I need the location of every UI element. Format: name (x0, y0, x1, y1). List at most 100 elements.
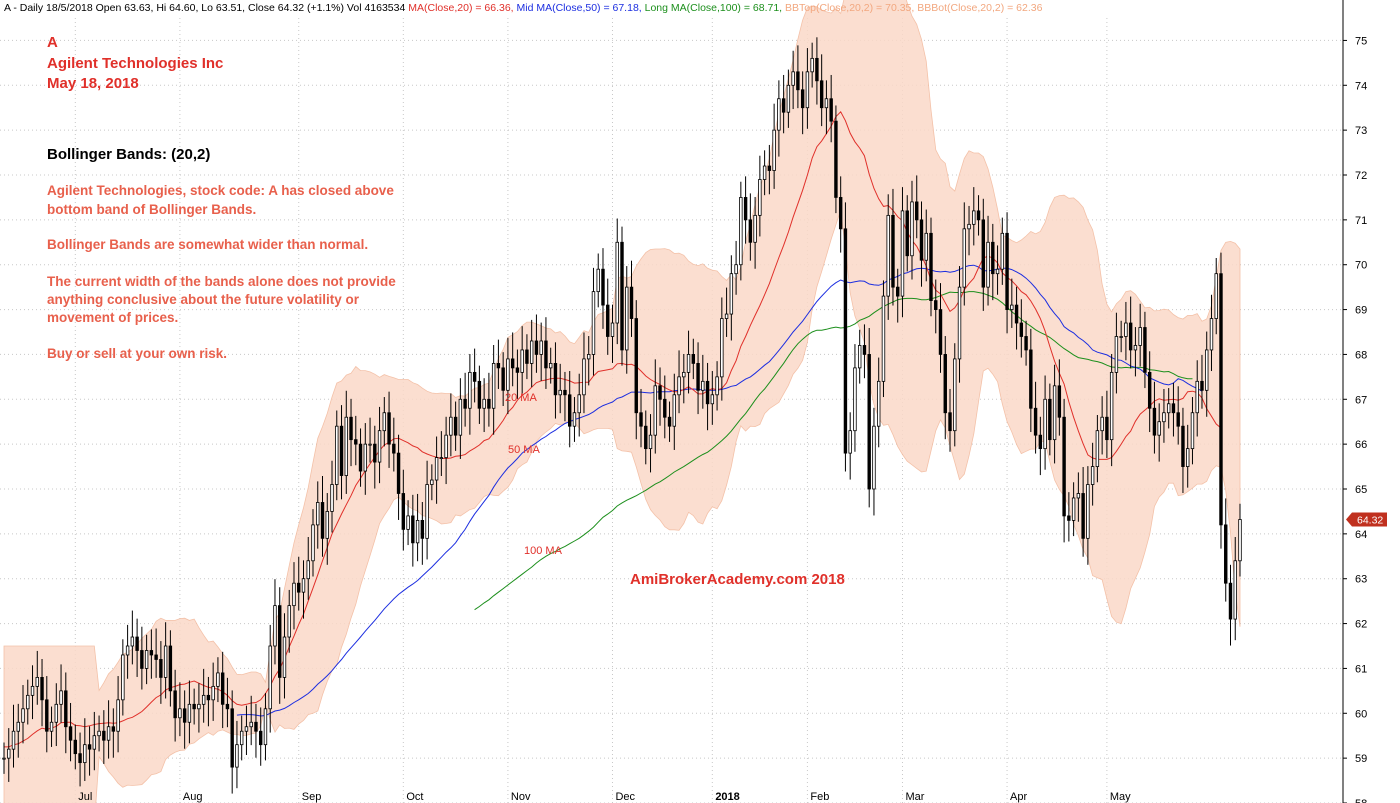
y-tick-label: 64 (1355, 529, 1367, 541)
candle-body (620, 241, 624, 351)
candle-body (2, 757, 6, 760)
candle-body (701, 380, 705, 391)
candle-body (529, 340, 534, 364)
candle-body (739, 197, 743, 266)
candle-body (715, 376, 719, 396)
candle-body (92, 735, 97, 750)
candle-body (601, 268, 605, 306)
candle-body (73, 739, 78, 755)
candle-body (639, 412, 643, 427)
candle-body (249, 721, 253, 728)
date-title: May 18, 2018 (47, 75, 139, 92)
ma100-label: 100 MA (524, 545, 563, 557)
candle-body (796, 71, 800, 91)
candle-body (762, 165, 767, 180)
y-tick-label: 73 (1355, 125, 1367, 137)
y-tick-label: 65 (1355, 484, 1367, 496)
candle-body (1114, 336, 1119, 373)
candle-body (772, 129, 776, 171)
candle-body (506, 358, 510, 391)
candle-body (491, 362, 496, 409)
candle-body (130, 636, 135, 647)
candle-body (924, 232, 928, 261)
x-tick-label: Sep (302, 791, 322, 803)
candle-body (102, 730, 106, 741)
candle-body (453, 416, 458, 436)
candle-body (720, 318, 724, 378)
y-tick-label: 61 (1355, 663, 1367, 675)
y-tick-label: 58 (1355, 798, 1367, 803)
candle-body (1071, 497, 1076, 521)
note-line: The current width of the bands alone doe… (47, 274, 396, 289)
candle-body (230, 708, 234, 768)
y-tick-label: 59 (1355, 753, 1367, 765)
candle-body (986, 241, 990, 288)
candle-body (496, 362, 501, 369)
candle-body (444, 434, 448, 458)
candle-body (1205, 349, 1209, 391)
candle-body (1133, 345, 1138, 351)
candle-body (691, 354, 696, 364)
candle-body (368, 443, 372, 446)
candle-body (767, 165, 772, 171)
candle-body (800, 89, 805, 109)
candle-body (1152, 407, 1157, 436)
candle-body (1029, 349, 1033, 409)
candle-body (682, 371, 686, 378)
candle-body (563, 389, 567, 396)
note-line: Agilent Technologies, stock code: A has … (47, 183, 394, 198)
candle-body (1171, 403, 1176, 414)
candle-body (848, 430, 852, 454)
candle-body (606, 304, 610, 337)
candle-body (434, 457, 439, 481)
candle-body (35, 677, 39, 687)
candle-body (325, 511, 329, 539)
x-tick-label: Oct (406, 791, 423, 803)
candle-body (810, 57, 814, 73)
candle-body (1200, 380, 1204, 391)
candle-body (406, 515, 410, 530)
candle-body (192, 703, 196, 710)
candle-body (791, 71, 795, 86)
y-tick-label: 70 (1355, 260, 1367, 272)
candle-body (663, 398, 667, 418)
candle-body (558, 389, 562, 396)
candle-body (1186, 448, 1190, 467)
y-tick-label: 68 (1355, 349, 1367, 361)
candle-body (225, 703, 230, 710)
candle-body (21, 708, 25, 723)
candle-body (282, 636, 287, 678)
candle-body (40, 677, 44, 701)
candle-body (1019, 322, 1024, 337)
candle-body (235, 744, 239, 768)
x-tick-label: Aug (183, 791, 203, 803)
candle-body (587, 354, 591, 360)
candle-body (1228, 582, 1233, 620)
candle-body (515, 367, 520, 373)
candle-body (734, 264, 738, 275)
candle-body (943, 354, 947, 414)
candle-body (1143, 327, 1147, 373)
candle-body (596, 268, 600, 293)
note-line: anything conclusive about the future vol… (47, 292, 360, 307)
header-segment: Mid MA(Close,50) = 67.18, (517, 2, 645, 14)
candle-body (206, 694, 211, 701)
candle-body (1100, 416, 1104, 432)
candle-body (311, 524, 315, 562)
candle-body (468, 371, 472, 409)
candle-body (748, 219, 753, 243)
candle-body (582, 358, 586, 396)
candle-body (905, 210, 909, 257)
candle-body (1181, 425, 1185, 467)
candle-body (26, 694, 30, 710)
candle-body (220, 672, 225, 705)
candle-body (1057, 385, 1062, 418)
candle-body (97, 730, 101, 737)
candle-body (829, 98, 833, 122)
candle-body (87, 744, 92, 750)
candle-body (1033, 407, 1038, 436)
candle-body (187, 703, 192, 723)
candle-body (182, 708, 187, 723)
candle-body (1062, 416, 1066, 517)
candle-body (967, 223, 971, 230)
